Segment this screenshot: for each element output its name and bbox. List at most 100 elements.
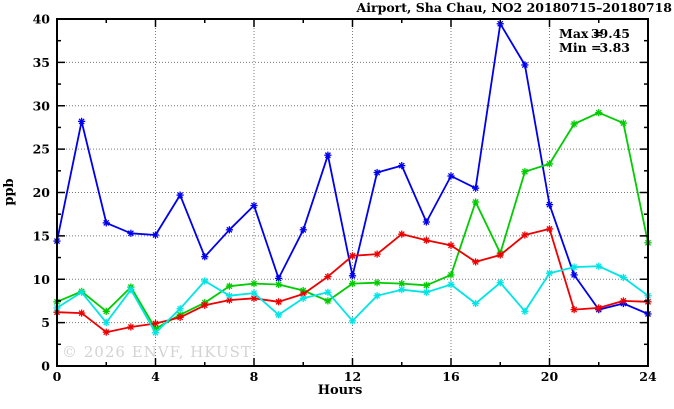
x-tick-label: 20 — [541, 369, 559, 384]
plot-border — [56, 18, 649, 367]
marker-stroke — [398, 286, 405, 293]
marker-stroke — [447, 271, 455, 278]
marker-stroke — [78, 310, 85, 317]
data-point-blue — [275, 274, 283, 282]
data-point-blue — [225, 226, 233, 234]
marker-stroke — [447, 242, 455, 249]
marker-stroke — [152, 231, 159, 239]
data-point-green — [398, 279, 406, 288]
y-tick-label: 35 — [33, 55, 50, 70]
data-point-cyan — [201, 277, 209, 285]
data-point-red — [151, 319, 160, 328]
marker-stroke — [374, 292, 381, 299]
marker-stroke — [201, 277, 208, 285]
data-point-green — [619, 119, 627, 127]
marker-stroke — [103, 308, 110, 315]
data-point-cyan — [496, 279, 504, 287]
marker-stroke — [472, 185, 479, 192]
marker-stroke — [127, 286, 134, 293]
data-point-red — [422, 236, 430, 244]
marker-stroke — [521, 308, 528, 315]
max-stat-value: 39.45 — [591, 26, 630, 41]
marker-stroke — [324, 289, 331, 296]
marker-stroke — [595, 109, 602, 116]
marker-stroke — [300, 295, 307, 302]
marker-stroke — [152, 329, 159, 336]
data-point-red — [545, 225, 554, 233]
marker-stroke — [497, 20, 504, 27]
data-point-blue — [521, 61, 529, 69]
x-axis-label: Hours — [318, 383, 363, 398]
marker-stroke — [546, 201, 553, 208]
data-point-cyan — [521, 307, 529, 315]
y-tick-label: 25 — [33, 142, 50, 157]
marker-stroke — [177, 305, 184, 312]
marker-stroke — [546, 270, 553, 277]
marker-stroke — [250, 295, 258, 302]
data-point-green — [373, 279, 381, 287]
data-point-cyan — [447, 280, 455, 289]
data-point-cyan — [225, 292, 233, 300]
data-point-red — [275, 298, 283, 306]
marker-stroke — [398, 162, 405, 169]
data-point-cyan — [373, 292, 381, 300]
data-point-red — [78, 309, 86, 317]
data-point-blue — [201, 253, 209, 261]
marker-stroke — [324, 152, 331, 159]
marker-stroke — [546, 225, 553, 232]
tick-labels: 0 4 8 12 16 20 24 0 5 10 15 20 25 30 35 40 — [33, 12, 657, 385]
data-point-cyan — [570, 263, 578, 271]
min-stat-value: 3.83 — [600, 40, 630, 55]
data-point-cyan — [324, 288, 332, 296]
marker-stroke — [620, 120, 627, 127]
marker-stroke — [250, 280, 258, 287]
marker-stroke — [201, 302, 208, 309]
marker-stroke — [177, 314, 184, 321]
data-point-red — [348, 252, 357, 260]
x-tick-label: 0 — [53, 369, 62, 384]
data-point-green — [324, 297, 332, 305]
marker-stroke — [349, 317, 356, 324]
marker-stroke — [78, 289, 85, 296]
marker-stroke — [349, 272, 356, 279]
data-point-blue — [348, 272, 357, 280]
marker-stroke — [521, 61, 528, 68]
data-point-cyan — [619, 273, 627, 282]
x-tick-label: 12 — [344, 369, 361, 384]
y-tick-label: 40 — [33, 12, 51, 27]
y-axis-label: ppb — [2, 178, 17, 205]
data-point-red — [127, 323, 135, 331]
marker-stroke — [103, 329, 110, 336]
marker-stroke — [250, 202, 258, 209]
x-tick-label: 16 — [442, 369, 460, 384]
marker-stroke — [374, 169, 381, 176]
data-point-green — [545, 160, 554, 168]
data-point-green — [447, 271, 455, 279]
y-tick-label: 20 — [33, 185, 51, 200]
marker-stroke — [300, 226, 307, 233]
marker-stroke — [78, 118, 85, 125]
marker-stroke — [620, 274, 627, 281]
data-point-red — [201, 301, 209, 309]
axis-layer — [56, 18, 649, 367]
marker-stroke — [226, 297, 233, 304]
data-point-green — [225, 282, 233, 290]
data-point-cyan — [595, 262, 603, 270]
marker-stroke — [571, 264, 578, 271]
data-point-blue — [472, 184, 480, 192]
marker-stroke — [595, 263, 602, 270]
data-point-blue — [324, 151, 332, 159]
grid-layer — [57, 19, 648, 366]
marker-stroke — [177, 192, 184, 199]
marker-stroke — [398, 231, 405, 238]
marker-stroke — [521, 231, 528, 239]
data-point-blue — [176, 191, 184, 199]
data-point-red — [324, 273, 332, 281]
data-point-cyan — [472, 299, 480, 308]
marker-stroke — [349, 252, 356, 259]
chart-title: Airport, Sha Chau, NO2 20180715–20180718 — [356, 0, 673, 15]
x-tick-label: 24 — [639, 369, 657, 384]
data-point-green — [348, 279, 357, 288]
x-tick-label: 4 — [151, 369, 160, 384]
